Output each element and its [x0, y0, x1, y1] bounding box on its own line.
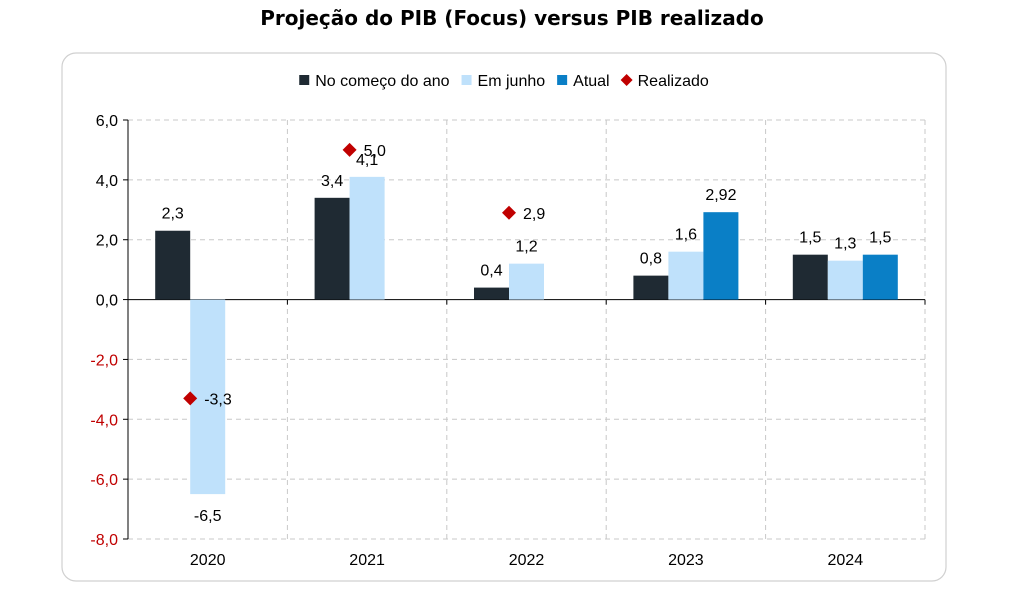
realizado-marker [502, 205, 516, 220]
realizado-marker [183, 391, 198, 406]
bar [862, 254, 898, 300]
data-label: 1,2 [515, 239, 537, 256]
y-tick-label: 0,0 [96, 293, 118, 310]
data-label: 0,4 [480, 263, 502, 280]
bar [827, 260, 863, 300]
bar [703, 212, 739, 300]
bar [633, 275, 669, 300]
data-label: 0,8 [640, 251, 662, 268]
legend-label: No começo do ano [315, 73, 449, 90]
data-label: 1,3 [834, 236, 856, 253]
legend: No começo do ano Em junho Atual Realizado [299, 73, 709, 90]
marker-label: 5,0 [364, 143, 386, 160]
x-tick-label: 2024 [828, 552, 864, 569]
axes: 6,0 4,0 2,0 0,0 -2,0 -4,0 -6,0 -8,0 2020 2021 2022… [90, 113, 926, 569]
data-label: -6,5 [194, 508, 222, 525]
bar [190, 299, 226, 495]
legend-label: Atual [573, 73, 609, 90]
bar [474, 287, 509, 300]
legend-label: Em junho [478, 73, 546, 90]
legend-swatch [299, 75, 310, 85]
bar [314, 197, 350, 300]
y-tick-label: 2,0 [96, 233, 118, 250]
bar [509, 263, 544, 300]
y-tick-label: -6,0 [90, 472, 118, 489]
x-tick-label: 2020 [190, 552, 226, 569]
x-tick-label: 2023 [668, 552, 704, 569]
bar [668, 251, 704, 300]
y-tick-label: 6,0 [96, 113, 118, 130]
bar [349, 176, 385, 300]
gridlines [128, 119, 926, 540]
bars [155, 176, 898, 495]
legend-label: Realizado [638, 73, 709, 90]
data-label: 3,4 [321, 173, 343, 190]
chart-title: Projeção do PIB (Focus) versus PIB reali… [260, 6, 764, 30]
bar [155, 230, 191, 300]
y-tick-label: 4,0 [96, 173, 118, 190]
marker-label: 2,9 [523, 206, 545, 223]
realizado-marker [342, 142, 357, 157]
y-tick-label: -2,0 [90, 352, 118, 369]
y-tick-label: -8,0 [90, 532, 118, 549]
data-label: 1,5 [869, 230, 891, 247]
bar [792, 254, 828, 300]
data-labels: 2,3 3,4 0,4 0,8 1,5 -6,5 4,1 1,2 1,6 1,3 2,92 1,5 -3… [162, 143, 892, 525]
data-label: 2,3 [162, 206, 184, 223]
data-label: 4,1 [356, 152, 378, 169]
data-label: 2,92 [705, 187, 736, 204]
x-tick-label: 2021 [349, 552, 385, 569]
data-label: 1,5 [799, 230, 821, 247]
data-label: 1,6 [675, 227, 697, 244]
y-tick-label: -4,0 [90, 412, 118, 429]
legend-swatch [620, 74, 633, 86]
legend-swatch [557, 75, 568, 85]
legend-swatch [461, 75, 472, 85]
chart-frame [61, 52, 947, 582]
x-tick-label: 2022 [509, 552, 545, 569]
markers [183, 142, 516, 406]
marker-label: -3,3 [204, 391, 232, 408]
